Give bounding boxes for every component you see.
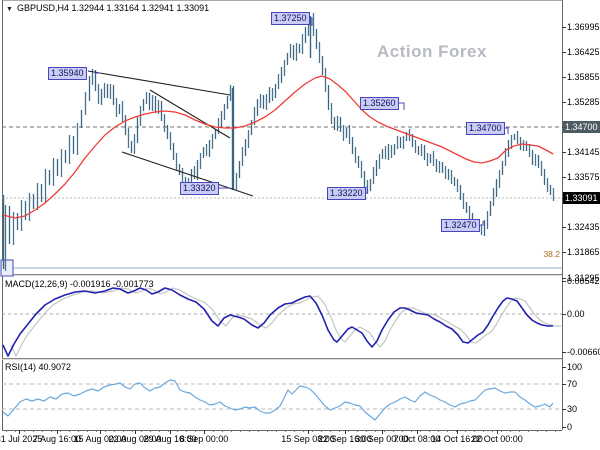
marker-connector [396, 102, 405, 110]
price-axis-label: 1.34145 [567, 147, 600, 157]
price-bars [2, 13, 555, 271]
macd-label: MACD(12,26,9) -0.001916 -0.001773 [5, 279, 154, 289]
price-axis-label: 1.33575 [567, 172, 600, 182]
watermark: Action Forex [377, 42, 487, 61]
rsi-axis-label: 100 [567, 362, 583, 372]
price-marker-label[interactable]: 1.35940 [48, 67, 87, 80]
price-axis-label: 1.31295 [567, 273, 600, 283]
rsi-label: RSI(14) 40.9072 [5, 362, 72, 372]
trendline[interactable] [87, 70, 231, 96]
price-axis-label: 1.35855 [567, 72, 600, 82]
time-axis-label: 8 Sep 00:00 [179, 434, 229, 444]
rsi-line [2, 379, 554, 421]
rsi-axis-label: 0 [567, 422, 573, 432]
current-price-label: 1.33091 [563, 192, 600, 204]
time-axis-label: 7 Aug 16:00 [32, 434, 82, 444]
time-axis-label: 22 Sep 16:00 [318, 434, 372, 444]
price-axis-label: 1.36995 [567, 22, 600, 32]
price-marker-label[interactable]: 1.37250 [271, 12, 310, 25]
price-axis-label: 1.32435 [567, 222, 600, 232]
ma-line [2, 75, 554, 219]
trendline[interactable] [149, 89, 231, 139]
time-axis-label: 22 Aug 08:00 [108, 434, 162, 444]
price-marker-label[interactable]: 1.34700 [466, 122, 505, 135]
time-axis-label: 15 Aug 00:00 [73, 434, 127, 444]
macd-axis-label: 0.00 [567, 309, 585, 319]
price-axis-label: 1.31865 [567, 247, 600, 257]
price-axis-label: 1.35285 [567, 97, 600, 107]
symbol-dropdown-icon[interactable]: ▼ [6, 6, 13, 13]
rsi-axis-label: 70 [567, 379, 578, 389]
symbol-ohlc-line: ▼ GBPUSD,H4 1.32944 1.33164 1.32941 1.330… [6, 3, 209, 13]
rsi-axis-label: 30 [567, 404, 578, 414]
price-marker-label[interactable]: 1.33320 [180, 182, 219, 195]
time-axis-label: 30 Sep 00:00 [355, 434, 409, 444]
time-axis-label: 7 Oct 08:00 [393, 434, 441, 444]
fib-38-2-label: 38.2 [543, 249, 560, 259]
time-axis-label: 15 Sep 08:00 [281, 434, 335, 444]
price-marker-label[interactable]: 1.33220 [327, 187, 366, 200]
time-axis-label: 14 Oct 16:00 [431, 434, 483, 444]
price-marker-label[interactable]: 1.32470 [441, 219, 480, 232]
symbol-ohlc-text: GBPUSD,H4 1.32944 1.33164 1.32941 1.3309… [16, 3, 210, 13]
time-axis-label: 29 Aug 16:00 [143, 434, 197, 444]
time-axis-label: 22 Oct 00:00 [471, 434, 523, 444]
price-marker-label[interactable]: 1.35260 [360, 97, 399, 110]
macd-axis-label: 0.005427 [567, 276, 600, 286]
macd-axis-label: -0.006603 [567, 347, 600, 357]
macd-signal-line [10, 287, 561, 357]
time-axis-label: 31 Jul 2025 [0, 434, 43, 444]
price-axis-label: 1.36425 [567, 47, 600, 57]
price-axis-highlighted-label: 1.34700 [563, 121, 600, 133]
trendline[interactable] [121, 151, 254, 197]
macd-line [2, 287, 553, 357]
